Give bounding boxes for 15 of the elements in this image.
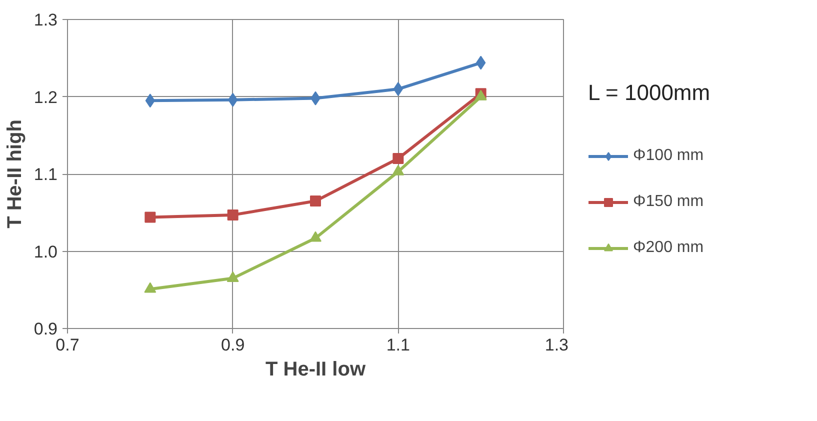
y-tick-label: 1.2 bbox=[34, 88, 58, 107]
y-tick-label: 1.3 bbox=[34, 10, 58, 30]
x-tick-label: 0.7 bbox=[56, 336, 80, 354]
y-tick-label: 1.0 bbox=[34, 242, 58, 262]
text: L = 1000mm bbox=[588, 80, 710, 106]
y-axis-title: T He-II high bbox=[4, 120, 26, 228]
legend-label: Φ150 mm bbox=[633, 193, 704, 211]
legend-label: Φ200 mm bbox=[633, 239, 704, 257]
y-tick-label: 1.1 bbox=[34, 165, 58, 184]
legend-label: Φ100 mm bbox=[633, 147, 704, 165]
x-tick-label: 1.1 bbox=[386, 336, 410, 354]
x-tick-label: 0.9 bbox=[221, 336, 245, 354]
x-tick-label: 1.3 bbox=[544, 336, 569, 354]
y-tick-label: 0.9 bbox=[34, 320, 58, 338]
x-axis-title: T He-II low bbox=[266, 358, 366, 380]
